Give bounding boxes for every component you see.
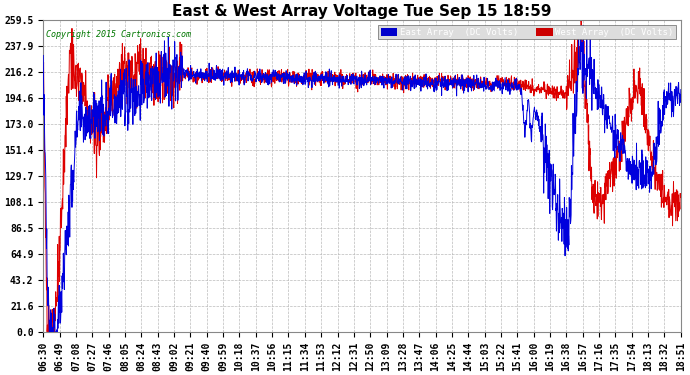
Text: Copyright 2015 Cartronics.com: Copyright 2015 Cartronics.com (46, 30, 191, 39)
Legend: East Array  (DC Volts), West Array  (DC Volts): East Array (DC Volts), West Array (DC Vo… (378, 25, 676, 39)
Title: East & West Array Voltage Tue Sep 15 18:59: East & West Array Voltage Tue Sep 15 18:… (172, 4, 552, 19)
